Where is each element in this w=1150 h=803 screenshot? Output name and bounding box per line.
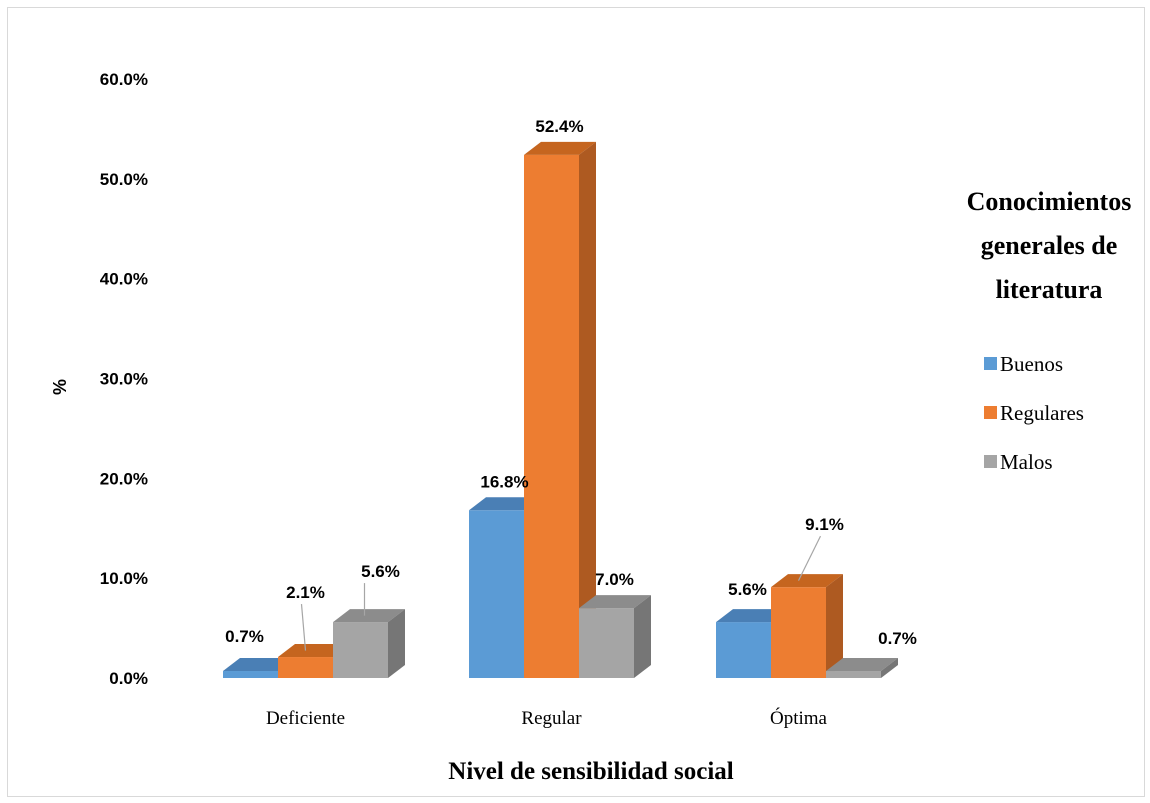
y-tick-label: 10.0% xyxy=(100,569,148,588)
data-label-regulares-deficiente: 2.1% xyxy=(286,583,325,602)
legend-entry-malos: Malos xyxy=(984,450,1053,474)
data-label-regulares-regular: 52.4% xyxy=(535,117,583,136)
bar-regulares-optima xyxy=(771,574,843,678)
bar-front xyxy=(524,155,579,678)
bar-front xyxy=(579,608,634,678)
chart-frame: 0.0% 10.0% 20.0% 30.0% 40.0% 50.0% 60.0% 0.7% 2… xyxy=(7,7,1145,797)
y-tick-label: 50.0% xyxy=(100,170,148,189)
data-label-buenos-optima: 5.6% xyxy=(728,580,767,599)
y-axis-title: % xyxy=(50,379,70,395)
bar-front xyxy=(223,671,278,678)
bar-side xyxy=(634,595,651,678)
data-label-malos-optima: 0.7% xyxy=(878,629,917,648)
y-tick-label: 20.0% xyxy=(100,469,148,488)
legend-title-line-3: literatura xyxy=(996,275,1103,304)
legend-swatch xyxy=(984,455,997,468)
legend: Conocimientos generales de literatura Bu… xyxy=(967,187,1132,474)
data-label-malos-deficiente: 5.6% xyxy=(361,562,400,581)
x-axis-category-labels: Deficiente Regular Óptima xyxy=(266,707,828,729)
legend-title-line-1: Conocimientos xyxy=(967,187,1132,216)
bar-front xyxy=(333,622,388,678)
legend-swatch xyxy=(984,406,997,419)
bar-regulares-regular xyxy=(524,142,596,678)
y-tick-label: 0.0% xyxy=(109,669,148,688)
y-tick-label: 40.0% xyxy=(100,270,148,289)
y-axis-ticks: 0.0% 10.0% 20.0% 30.0% 40.0% 50.0% 60.0% xyxy=(100,70,148,688)
legend-entries: Buenos Regulares Malos xyxy=(984,352,1084,474)
category-label-deficiente: Deficiente xyxy=(266,708,345,729)
bar-front xyxy=(826,671,881,678)
bar-front xyxy=(716,622,771,678)
y-tick-label: 60.0% xyxy=(100,70,148,89)
category-label-regular: Regular xyxy=(521,708,582,729)
legend-swatch xyxy=(984,357,997,370)
legend-entry-regulares: Regulares xyxy=(984,401,1084,425)
bar-front xyxy=(469,510,524,678)
legend-title-line-2: generales de xyxy=(981,231,1117,260)
bar-malos-regular xyxy=(579,595,651,678)
legend-label: Malos xyxy=(1000,450,1053,474)
legend-label: Buenos xyxy=(1000,352,1063,376)
legend-entry-buenos: Buenos xyxy=(984,352,1063,376)
label-leader-line xyxy=(799,536,821,581)
data-label-buenos-regular: 16.8% xyxy=(480,472,528,491)
category-label-optima: Óptima xyxy=(770,707,828,729)
legend-label: Regulares xyxy=(1000,401,1084,425)
bar-malos-deficiente xyxy=(333,609,405,678)
bar-chart: 0.0% 10.0% 20.0% 30.0% 40.0% 50.0% 60.0% 0.7% 2… xyxy=(8,8,1146,798)
bar-front xyxy=(278,657,333,678)
data-label-buenos-deficiente: 0.7% xyxy=(225,627,264,646)
label-leader-line xyxy=(302,604,306,651)
bar-front xyxy=(771,587,826,678)
x-axis-title: Nivel de sensibilidad social xyxy=(448,758,734,785)
y-tick-label: 30.0% xyxy=(100,370,148,389)
data-label-regulares-optima: 9.1% xyxy=(805,515,844,534)
data-label-malos-regular: 7.0% xyxy=(595,570,634,589)
